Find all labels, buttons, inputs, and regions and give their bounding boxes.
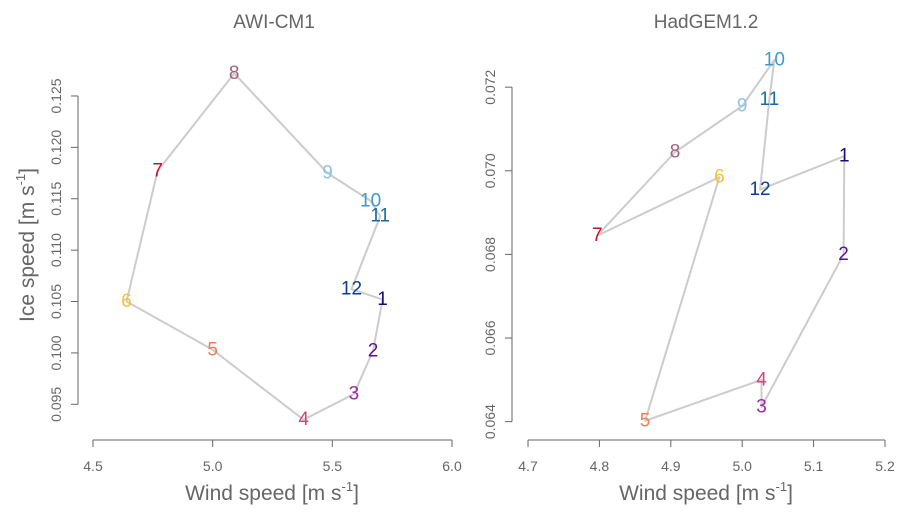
y-tick-label: 0.120	[48, 130, 64, 165]
data-point-label: 8	[229, 63, 240, 84]
data-point-label: 3	[349, 384, 360, 405]
y-tick-label: 0.070	[482, 153, 498, 188]
data-point-label: 12	[341, 279, 362, 300]
data-point-label: 9	[322, 163, 333, 184]
panel-2: HadGEM1.2 4.7 4.8 4.9 5.0 5.1 5.2 0.064 0.066 0.0…	[482, 12, 895, 505]
x-axis-label: Wind speed [m s-1]	[185, 479, 359, 505]
y-tick-label: 0.105	[48, 284, 64, 319]
x-tick-label: 4.5	[83, 458, 103, 474]
data-point-label: 12	[749, 179, 770, 200]
data-point-label: 9	[737, 95, 748, 116]
data-point-label: 3	[756, 397, 767, 418]
x-tick-label: 5.2	[875, 458, 895, 474]
data-point-label: 7	[592, 225, 603, 246]
y-tick-label: 0.115	[48, 182, 64, 216]
x-tick-label: 4.9	[661, 458, 681, 474]
series-line	[125, 72, 384, 421]
data-point-label: 6	[121, 291, 132, 312]
data-point-label: 2	[368, 340, 379, 361]
data-point-label: 5	[640, 410, 651, 431]
y-tick-label: 0.125	[48, 78, 64, 113]
data-point-label: 8	[670, 141, 681, 162]
data-point-label: 5	[207, 339, 218, 360]
data-point-label: 10	[360, 190, 381, 211]
x-tick-label: 5.1	[804, 458, 824, 474]
y-axis-label: Ice speed [m s-1]	[13, 168, 39, 322]
x-tick-label: 5.5	[323, 458, 343, 474]
y-tick-label: 0.100	[48, 335, 64, 370]
y-tick-label: 0.068	[482, 237, 498, 272]
x-tick-label: 4.8	[590, 458, 610, 474]
y-tick-label: 0.095	[48, 387, 64, 422]
x-axis-label: Wind speed [m s-1]	[619, 479, 793, 505]
series-line	[596, 59, 846, 422]
data-point-label: 7	[152, 161, 163, 182]
data-point-label: 4	[756, 369, 767, 390]
data-point-label: 11	[370, 206, 390, 227]
x-tick-label: 5.0	[203, 458, 223, 474]
y-tick-label: 0.110	[48, 233, 64, 267]
y-tick-label: 0.066	[482, 320, 498, 355]
data-point-label: 1	[839, 146, 850, 167]
panel-1: AWI-CM1 4.5 5.0 5.5 6.0 0.095 0.100 0.105 0.110 0…	[13, 12, 462, 505]
y-tick-label: 0.072	[482, 69, 498, 104]
data-point-label: 11	[759, 89, 779, 110]
y-tick-label: 0.064	[482, 404, 498, 439]
panel-title: HadGEM1.2	[654, 12, 759, 33]
data-point-label: 6	[714, 167, 725, 188]
data-point-label: 4	[298, 409, 309, 430]
data-point-label: 10	[764, 50, 785, 71]
x-tick-label: 5.0	[732, 458, 752, 474]
data-point-label: 2	[838, 244, 849, 265]
x-tick-label: 6.0	[442, 458, 462, 474]
data-point-label: 1	[377, 289, 388, 310]
x-tick-label: 4.7	[518, 458, 538, 474]
panel-title: AWI-CM1	[233, 12, 315, 33]
